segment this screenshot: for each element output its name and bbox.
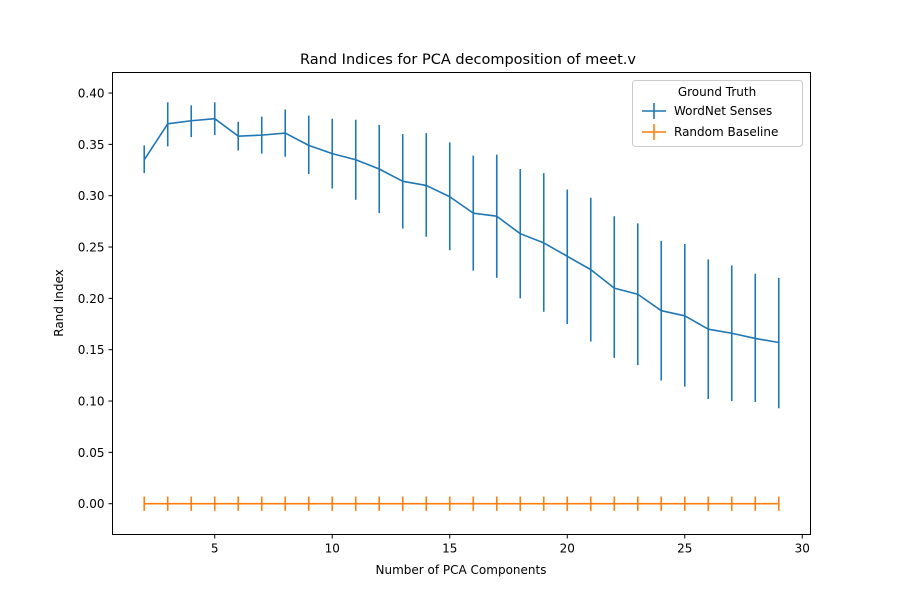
series-baseline xyxy=(143,496,780,511)
x-tick-label: 15 xyxy=(442,542,457,556)
plot-frame xyxy=(112,72,811,535)
legend-entry-wordnet: WordNet Senses xyxy=(642,103,772,119)
x-tick-label: 25 xyxy=(677,542,692,556)
y-tick-label: 0.30 xyxy=(78,189,105,203)
legend-title: Ground Truth xyxy=(678,85,756,99)
x-tick-label: 10 xyxy=(325,542,340,556)
y-axis-label: Rand Index xyxy=(52,269,66,337)
y-tick-label: 0.35 xyxy=(78,138,105,152)
y-tick-label: 0.05 xyxy=(78,446,105,460)
plot-area xyxy=(143,102,780,511)
x-tick-label: 5 xyxy=(211,542,219,556)
x-axis: 5 10 15 20 25 30 xyxy=(211,534,810,556)
chart-title: Rand Indices for PCA decomposition of me… xyxy=(300,52,636,68)
legend-box xyxy=(632,80,803,147)
y-tick-label: 0.10 xyxy=(78,395,105,409)
series-line-wordnet xyxy=(143,117,779,344)
series-wordnet xyxy=(143,102,780,409)
y-tick-label: 0.15 xyxy=(78,343,105,357)
legend-label-baseline: Random Baseline xyxy=(674,125,778,139)
legend-label-wordnet: WordNet Senses xyxy=(674,104,772,118)
legend-entry-baseline: Random Baseline xyxy=(642,124,778,140)
y-tick-label: 0.20 xyxy=(78,292,105,306)
y-tick-label: 0.00 xyxy=(78,497,105,511)
x-tick-label: 20 xyxy=(560,542,575,556)
x-tick-label: 30 xyxy=(795,542,810,556)
y-tick-label: 0.40 xyxy=(78,87,105,101)
y-axis: 0.00 0.05 0.10 0.15 0.20 0.25 0.30 0.35 0.40 xyxy=(78,87,113,511)
y-tick-label: 0.25 xyxy=(78,241,105,255)
legend: Ground Truth WordNet Senses Random Basel… xyxy=(632,80,803,147)
x-axis-label: Number of PCA Components xyxy=(376,563,547,577)
